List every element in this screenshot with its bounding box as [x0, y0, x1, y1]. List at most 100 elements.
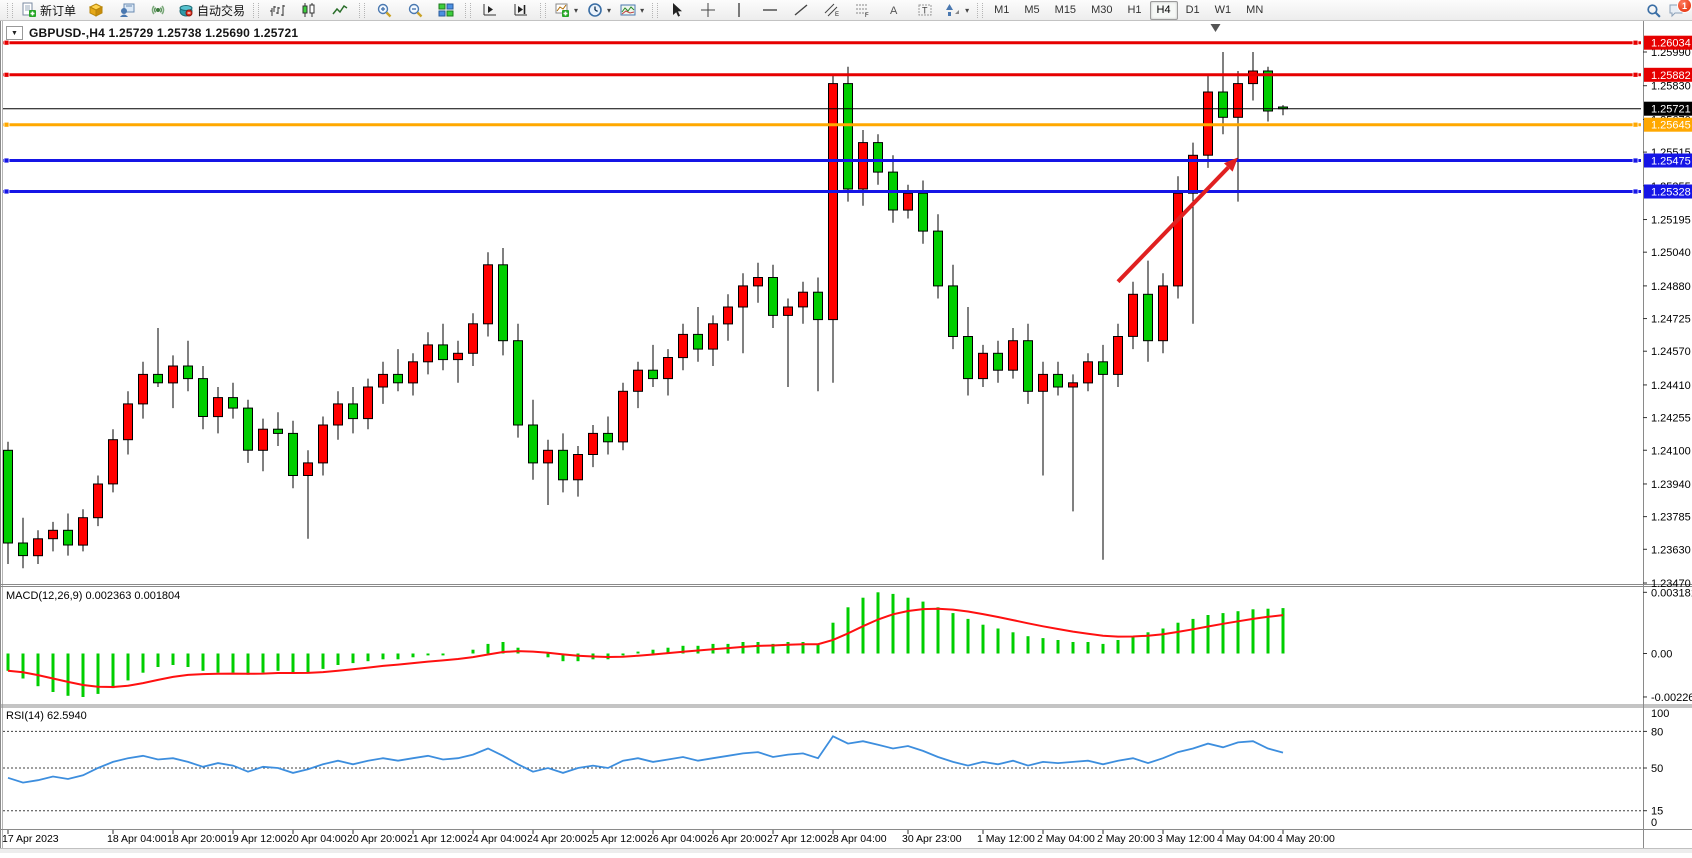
- date-tick-label: 19 Apr 12:00: [227, 833, 287, 845]
- toolbar-grip[interactable]: [977, 2, 984, 18]
- arrows-button[interactable]: ▾: [941, 0, 973, 21]
- chart-shift-marker[interactable]: [1210, 24, 1221, 32]
- timeframe-m1[interactable]: M1: [994, 4, 1010, 16]
- svg-text:A: A: [890, 5, 898, 17]
- chevron-down-icon: ▼: [11, 29, 18, 37]
- timeframe-d1[interactable]: D1: [1185, 4, 1200, 16]
- trend-arrow[interactable]: [1116, 157, 1238, 284]
- pivot-line[interactable]: 1.25645: [3, 117, 1692, 132]
- indicators-add-button[interactable]: ▾: [550, 0, 582, 21]
- chart-area[interactable]: 1.259901.258301.256701.255151.253551.251…: [0, 21, 1692, 858]
- candle: [183, 365, 193, 380]
- date-tick-label: 20 Apr 04:00: [287, 833, 347, 845]
- template-icon: [620, 4, 636, 16]
- timeframe-w1[interactable]: W1: [1214, 4, 1232, 16]
- toolbar-grip[interactable]: [540, 2, 547, 18]
- price-tick-label: 1.23940: [1651, 479, 1691, 491]
- crosshair-button[interactable]: [693, 0, 723, 21]
- resistance-line-1[interactable]: 1.26034: [3, 35, 1692, 50]
- toolbar-grip[interactable]: [465, 2, 472, 18]
- zoom-out-icon: [408, 3, 423, 18]
- candle: [813, 291, 823, 321]
- main-toolbar: 新订单 自动交易 ▾ ▾: [0, 0, 1692, 21]
- time-axis[interactable]: 17 Apr 2023 18 Apr 04:00 18 Apr 20:00 19 Ap…: [2, 830, 1335, 845]
- autotrading-button[interactable]: 自动交易: [174, 0, 249, 21]
- candle: [1008, 340, 1018, 371]
- price-tick-label: 1.24880: [1651, 281, 1691, 293]
- candle: [783, 306, 793, 316]
- support-line-1[interactable]: 1.25475: [3, 153, 1692, 168]
- candlestick-chart-button[interactable]: [294, 0, 324, 21]
- zoom-in-button[interactable]: [369, 0, 399, 21]
- date-tick-label: 18 Apr 20:00: [167, 833, 227, 845]
- toolbar-grip[interactable]: [7, 2, 13, 18]
- candle: [423, 344, 433, 363]
- candle: [258, 428, 268, 451]
- candle: [1053, 373, 1063, 388]
- timeframe-h4[interactable]: H4: [1149, 0, 1178, 20]
- bid-price-line[interactable]: 1.25721: [3, 101, 1692, 116]
- chart-header: ▼ GBPUSD-,H4 1.25729 1.25738 1.25690 1.2…: [6, 26, 298, 40]
- support-line-2[interactable]: 1.25328: [3, 184, 1692, 199]
- timeframe-mn[interactable]: MN: [1246, 4, 1264, 16]
- candle: [1023, 340, 1033, 392]
- resistance-line-2[interactable]: 1.25882: [3, 67, 1692, 82]
- candle: [483, 264, 493, 325]
- chart-title: GBPUSD-,H4 1.25729 1.25738 1.25690 1.257…: [29, 26, 299, 40]
- line-chart-button[interactable]: [325, 0, 355, 21]
- text-button[interactable]: A: [879, 0, 909, 21]
- date-tick-label: 25 Apr 12:00: [587, 833, 647, 845]
- rsi-line: [7, 735, 1284, 784]
- templates-button[interactable]: ▾: [616, 0, 648, 21]
- autotrading-label: 自动交易: [197, 3, 246, 18]
- date-tick-label: 26 Apr 20:00: [707, 833, 767, 845]
- candle: [693, 333, 703, 350]
- autotrading-icon: [179, 5, 193, 17]
- candle: [363, 386, 373, 420]
- bar-ch art-button[interactable]: [263, 0, 293, 21]
- candle: [903, 192, 913, 211]
- line-handle: [1632, 157, 1639, 164]
- timeframe-h1[interactable]: H1: [1127, 4, 1142, 16]
- tile-windows-icon: [438, 3, 454, 17]
- horizontal-line-icon: [763, 9, 778, 11]
- indicators-add-icon: [555, 3, 570, 17]
- timeframe-m30[interactable]: M30: [1091, 4, 1113, 16]
- vertical-line-button[interactable]: [724, 0, 754, 21]
- toolbar-grip[interactable]: [253, 2, 260, 18]
- timeframe-m5[interactable]: M5: [1024, 4, 1040, 16]
- trendline-button[interactable]: [786, 0, 816, 21]
- candle: [273, 428, 283, 434]
- new-order-button[interactable]: 新订单: [17, 0, 80, 21]
- toolbar-grip[interactable]: [359, 2, 366, 18]
- signals-button[interactable]: [143, 0, 173, 21]
- horizontal-line-button[interactable]: [755, 0, 785, 21]
- candle: [843, 83, 853, 190]
- tile-windows-button[interactable]: [431, 0, 461, 21]
- text-label-button[interactable]: T: [910, 0, 940, 21]
- candle: [63, 529, 73, 546]
- vertical-line-icon: [738, 3, 740, 17]
- search-icon[interactable]: [1645, 2, 1662, 19]
- macd-scale-label: 0.003181: [1651, 587, 1692, 599]
- cursor-button[interactable]: [662, 0, 692, 21]
- periods-button[interactable]: ▾: [583, 0, 615, 21]
- auto-scroll-button[interactable]: [475, 0, 505, 21]
- macd-pane: MACD(12,26,9) 0.002363 0.001804 0.003181 0…: [6, 587, 1692, 704]
- chart-shift-button[interactable]: [506, 0, 536, 21]
- price-tick-label: 1.24100: [1651, 445, 1691, 457]
- date-tick-label: 28 Apr 04:00: [827, 833, 887, 845]
- toolbox-button[interactable]: [81, 0, 111, 21]
- line-handle: [3, 71, 10, 78]
- fibonacci-button[interactable]: F: [848, 0, 878, 21]
- symbol-dropdown[interactable]: ▼: [6, 26, 23, 40]
- data-window-button[interactable]: [112, 0, 142, 21]
- timeframe-m15[interactable]: M15: [1054, 4, 1077, 16]
- zoom-out-button[interactable]: [400, 0, 430, 21]
- equidistant-channel-button[interactable]: E: [817, 0, 847, 21]
- chevron-down-icon: ▾: [574, 5, 579, 15]
- candle: [1173, 192, 1183, 287]
- notifications-button[interactable]: 1: [1668, 0, 1692, 18]
- toolbar-grip[interactable]: [652, 2, 659, 18]
- candle: [708, 323, 718, 350]
